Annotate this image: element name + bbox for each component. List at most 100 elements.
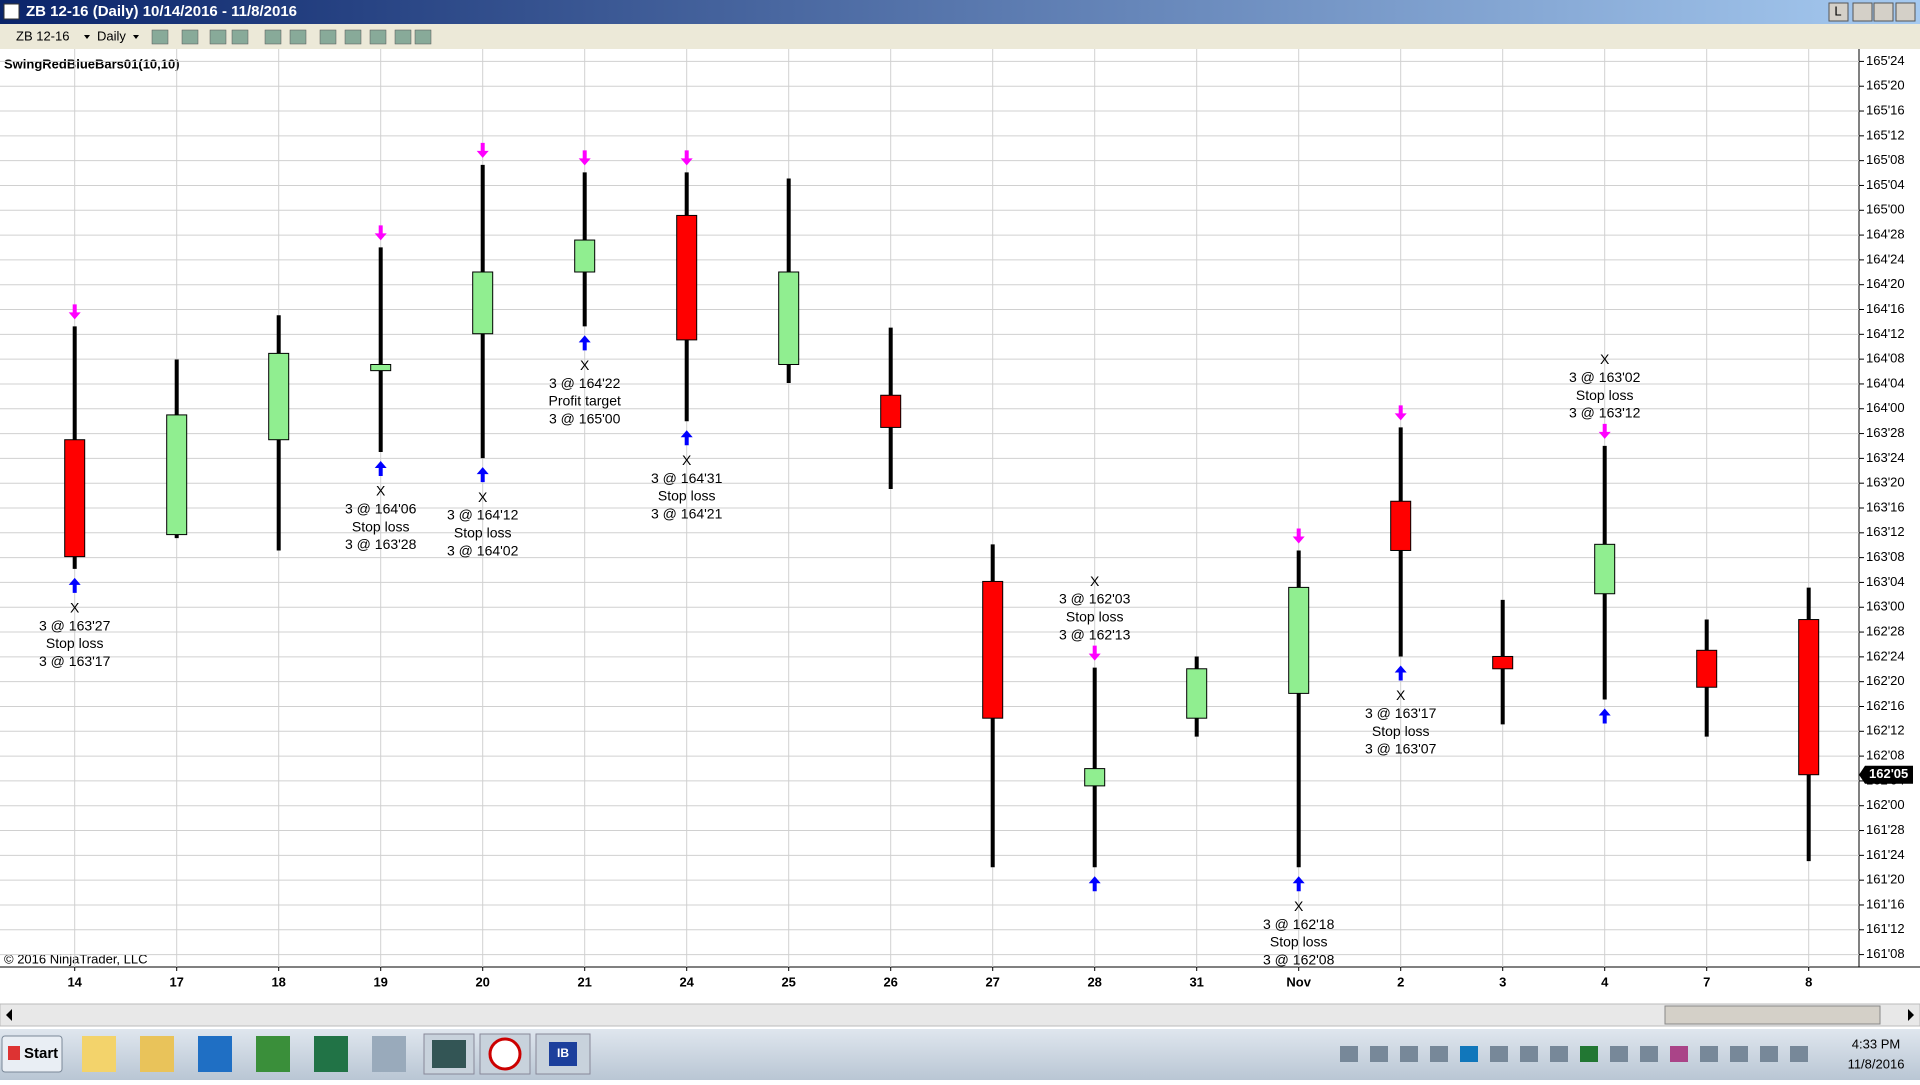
start-label: Start [24, 1045, 58, 1062]
scroll-left[interactable] [6, 1009, 12, 1021]
buy-arrow [1292, 876, 1305, 892]
annotation: X [1600, 351, 1610, 367]
icon[interactable] [209, 29, 227, 45]
tray-icon[interactable] [1490, 1046, 1508, 1062]
annotation: 3 @ 163'12 [1569, 405, 1641, 421]
icon[interactable] [369, 29, 387, 45]
candle-body [472, 271, 494, 335]
instrument-selector[interactable]: ZB 12-16 [16, 28, 69, 43]
restore-button[interactable] [1873, 2, 1894, 22]
annotation: 3 @ 164'22 [549, 375, 621, 391]
annotation: 3 @ 163'17 [1365, 705, 1437, 721]
y-tick-label: 165'24 [1866, 53, 1905, 68]
y-tick-label: 165'20 [1866, 78, 1905, 93]
annotation: X [580, 357, 590, 373]
app-icon[interactable] [314, 1036, 348, 1072]
close-button[interactable] [1895, 2, 1916, 22]
annotation: Stop loss [1066, 608, 1124, 624]
tray-icon[interactable] [1520, 1046, 1538, 1062]
app-icon[interactable] [372, 1036, 406, 1072]
x-tick-label: 17 [169, 974, 183, 989]
app-icon[interactable] [432, 1040, 466, 1068]
app-icon[interactable] [256, 1036, 290, 1072]
scrollbar[interactable] [0, 1003, 1920, 1027]
x-tick-label: 3 [1499, 974, 1506, 989]
tray-icon[interactable] [1550, 1046, 1568, 1062]
buy-arrow [68, 577, 81, 593]
annotation: 3 @ 163'27 [39, 617, 111, 633]
candle-body [574, 239, 596, 273]
candle-body [982, 580, 1004, 719]
y-tick-label: 163'08 [1866, 549, 1905, 564]
buy-arrow [1088, 876, 1101, 892]
tray-icon[interactable] [1640, 1046, 1658, 1062]
annotation: Stop loss [1576, 387, 1634, 403]
scroll-right[interactable] [1908, 1009, 1914, 1021]
icon[interactable] [289, 29, 307, 45]
period-selector[interactable]: Daily [97, 28, 126, 43]
annotation: X [1294, 898, 1304, 914]
app-icon[interactable] [549, 1042, 577, 1066]
icon[interactable] [264, 29, 282, 45]
x-tick-label: 2 [1397, 974, 1404, 989]
icon[interactable] [231, 29, 249, 45]
y-tick-label: 161'16 [1866, 896, 1905, 911]
app-icon[interactable] [82, 1036, 116, 1072]
annotation: 3 @ 163'02 [1569, 369, 1641, 385]
tray-icon[interactable] [1730, 1046, 1748, 1062]
clock-date: 11/8/2016 [1848, 1056, 1905, 1071]
x-tick-label: 24 [679, 974, 694, 989]
icon[interactable] [151, 29, 169, 45]
annotation: Stop loss [352, 518, 410, 534]
icon[interactable] [319, 29, 337, 45]
annotation: 3 @ 165'00 [549, 410, 621, 426]
scroll-thumb[interactable] [1664, 1005, 1881, 1025]
x-tick-label: 7 [1703, 974, 1710, 989]
tray-icon[interactable] [1430, 1046, 1448, 1062]
y-tick-label: 162'20 [1866, 673, 1905, 688]
annotation: 3 @ 162'08 [1263, 951, 1335, 967]
tray-icon[interactable] [1400, 1046, 1418, 1062]
tray-icon[interactable] [1610, 1046, 1628, 1062]
app-icon[interactable] [198, 1036, 232, 1072]
toolbar [0, 24, 1920, 49]
candle-body [1492, 655, 1514, 670]
sell-arrow [1292, 528, 1305, 544]
annotation: Stop loss [1372, 723, 1430, 739]
annotation: Stop loss [46, 635, 104, 651]
y-tick-label: 162'28 [1866, 623, 1905, 638]
tray-icon[interactable] [1790, 1046, 1808, 1062]
tray-icon[interactable] [1340, 1046, 1358, 1062]
annotation: 3 @ 163'17 [39, 653, 111, 669]
sell-arrow [680, 150, 693, 166]
y-tick-label: 161'08 [1866, 946, 1905, 961]
buy-arrow [1598, 708, 1611, 724]
tray-icon[interactable] [1460, 1046, 1478, 1062]
y-tick-label: 165'08 [1866, 152, 1905, 167]
last-price-tag [1859, 765, 1913, 784]
annotation: X [478, 489, 488, 505]
annotation: Stop loss [1270, 934, 1328, 950]
annotation: X [1090, 573, 1100, 589]
candle-body [1084, 768, 1106, 787]
icon[interactable] [344, 29, 362, 45]
tray-icon[interactable] [1670, 1046, 1688, 1062]
start-button[interactable] [1, 1035, 63, 1073]
y-tick-label: 161'20 [1866, 872, 1905, 887]
icon[interactable] [414, 29, 432, 45]
candle-body [1288, 586, 1310, 694]
tray-icon[interactable] [1580, 1046, 1598, 1062]
y-tick-label: 164'04 [1866, 375, 1905, 390]
app-icon[interactable] [140, 1036, 174, 1072]
tray-icon[interactable] [1370, 1046, 1388, 1062]
y-tick-label: 164'20 [1866, 276, 1905, 291]
l-button[interactable] [1828, 2, 1849, 22]
tray-icon[interactable] [1760, 1046, 1778, 1062]
tray-icon[interactable] [1700, 1046, 1718, 1062]
icon[interactable] [394, 29, 412, 45]
app-icon[interactable] [488, 1037, 522, 1071]
y-tick-label: 165'04 [1866, 177, 1905, 192]
icon[interactable] [181, 29, 199, 45]
candle-body [778, 271, 800, 365]
minimize-button[interactable] [1852, 2, 1873, 22]
